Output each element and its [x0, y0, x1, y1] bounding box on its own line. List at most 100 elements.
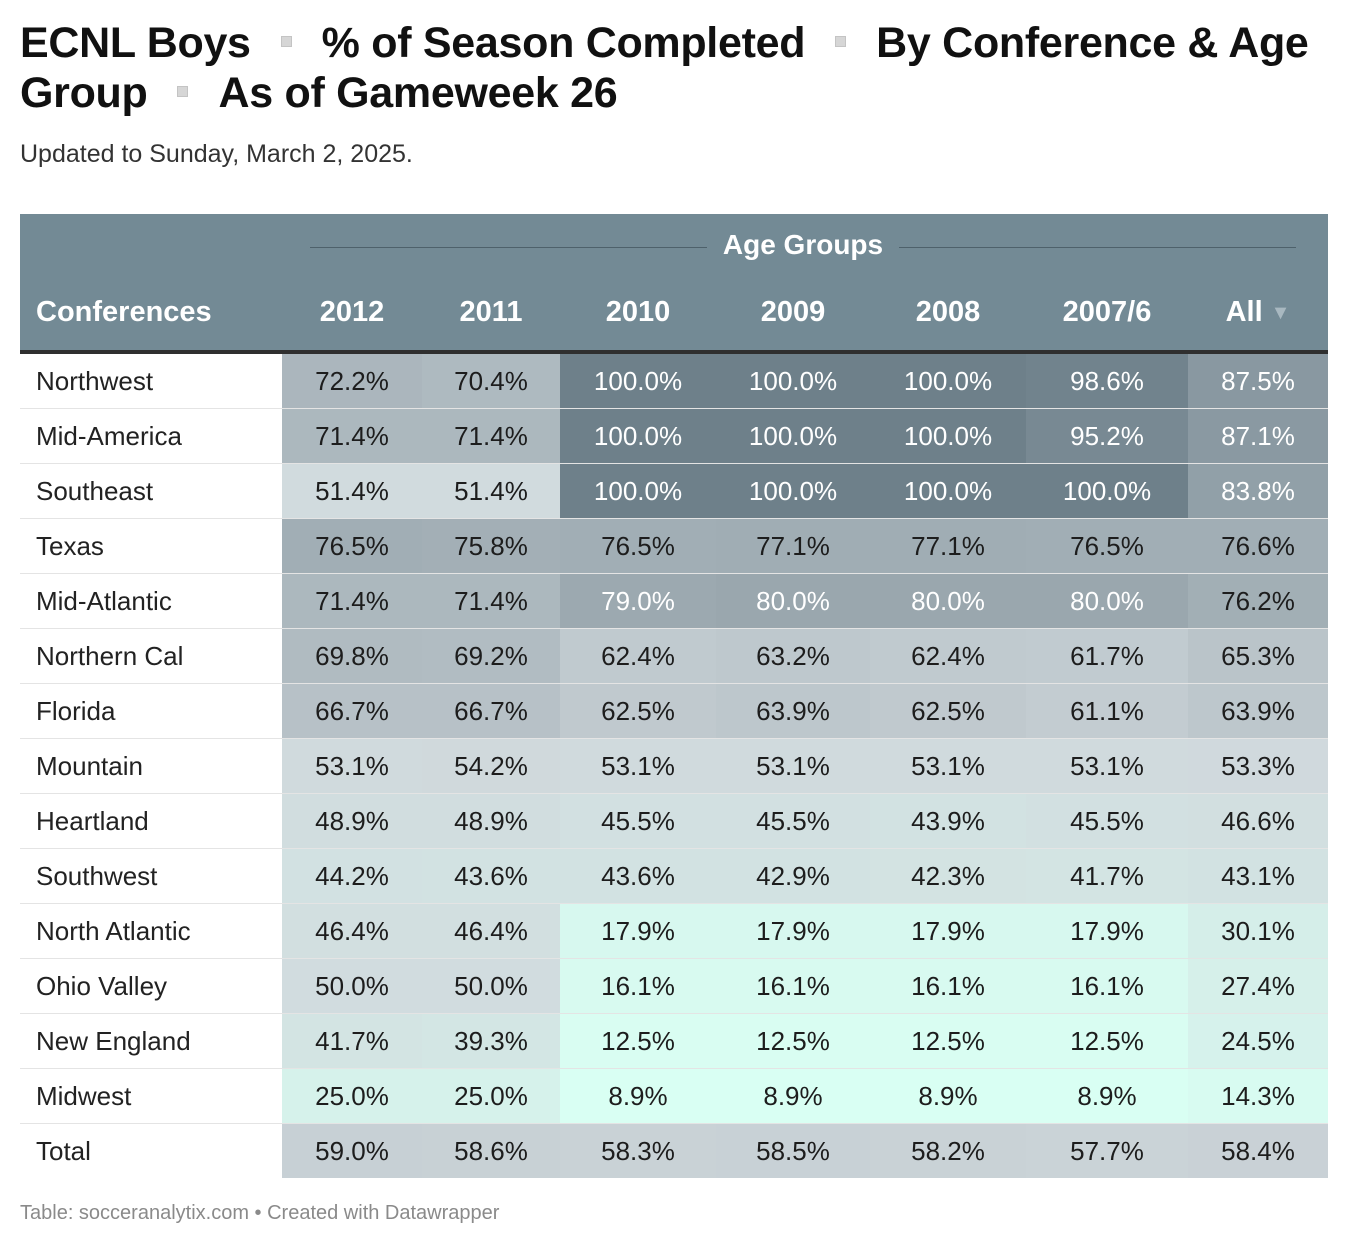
source-footer: Table: socceranalytix.com • Created with…	[20, 1202, 500, 1224]
value-cell: 100.0%	[716, 354, 870, 408]
value-cell: 39.3%	[422, 1014, 560, 1068]
value-cell: 46.6%	[1188, 794, 1328, 848]
table-row: Southeast 51.4% 51.4% 100.0% 100.0% 100.0% 100…	[20, 464, 1328, 519]
separator-square-icon	[177, 86, 189, 98]
sort-descending-icon[interactable]: ▼	[1270, 302, 1291, 324]
value-cell: 100.0%	[560, 464, 716, 518]
value-cell: 80.0%	[716, 574, 870, 628]
value-cell: 43.6%	[560, 849, 716, 903]
value-cell: 63.2%	[716, 629, 870, 683]
value-cell: 12.5%	[716, 1014, 870, 1068]
column-header-2011[interactable]: 2011	[459, 296, 523, 328]
value-cell: 42.9%	[716, 849, 870, 903]
value-cell: 43.9%	[870, 794, 1026, 848]
separator-square-icon	[835, 36, 847, 48]
value-cell: 46.4%	[282, 904, 422, 958]
value-cell: 14.3%	[1188, 1069, 1328, 1123]
value-cell: 70.4%	[422, 354, 560, 408]
value-cell: 24.5%	[1188, 1014, 1328, 1068]
table-row: Ohio Valley 50.0% 50.0% 16.1% 16.1% 16.1% 16.1…	[20, 959, 1328, 1014]
column-header-2010[interactable]: 2010	[605, 296, 671, 328]
value-cell: 45.5%	[560, 794, 716, 848]
value-cell: 16.1%	[716, 959, 870, 1013]
value-cell: 71.4%	[282, 409, 422, 463]
value-cell: 75.8%	[422, 519, 560, 573]
value-cell: 76.6%	[1188, 519, 1328, 573]
value-cell: 71.4%	[282, 574, 422, 628]
value-cell: 12.5%	[560, 1014, 716, 1068]
value-cell: 100.0%	[870, 464, 1026, 518]
conference-name: Heartland	[20, 794, 298, 848]
value-cell: 100.0%	[560, 409, 716, 463]
value-cell: 100.0%	[716, 409, 870, 463]
value-cell: 79.0%	[560, 574, 716, 628]
value-cell: 17.9%	[716, 904, 870, 958]
value-cell: 48.9%	[282, 794, 422, 848]
value-cell: 62.5%	[870, 684, 1026, 738]
data-table: Age Groups Conferences 2012 2011 2010 2009 2…	[20, 214, 1328, 1178]
value-cell: 100.0%	[716, 464, 870, 518]
value-cell: 8.9%	[716, 1069, 870, 1123]
value-cell: 58.4%	[1188, 1124, 1328, 1178]
age-groups-label: Age Groups	[310, 229, 1296, 261]
value-cell: 51.4%	[422, 464, 560, 518]
column-header-2012[interactable]: 2012	[319, 296, 385, 328]
value-cell: 53.1%	[282, 739, 422, 793]
value-cell: 98.6%	[1026, 354, 1188, 408]
value-cell: 41.7%	[282, 1014, 422, 1068]
table-row: Heartland 48.9% 48.9% 45.5% 45.5% 43.9% 45.5% 4…	[20, 794, 1328, 849]
value-cell: 53.1%	[716, 739, 870, 793]
value-cell: 77.1%	[870, 519, 1026, 573]
value-cell: 100.0%	[870, 354, 1026, 408]
value-cell: 80.0%	[870, 574, 1026, 628]
value-cell: 95.2%	[1026, 409, 1188, 463]
value-cell: 53.1%	[870, 739, 1026, 793]
value-cell: 100.0%	[560, 354, 716, 408]
value-cell: 8.9%	[1026, 1069, 1188, 1123]
value-cell: 12.5%	[870, 1014, 1026, 1068]
value-cell: 48.9%	[422, 794, 560, 848]
value-cell: 76.5%	[282, 519, 422, 573]
column-header-2008[interactable]: 2008	[915, 296, 981, 328]
value-cell: 17.9%	[1026, 904, 1188, 958]
value-cell: 58.2%	[870, 1124, 1026, 1178]
table-row: Total 59.0% 58.6% 58.3% 58.5% 58.2% 57.7% 58.4%	[20, 1124, 1328, 1178]
table-row: North Atlantic 46.4% 46.4% 17.9% 17.9% 17.9% 1…	[20, 904, 1328, 959]
conference-name: Total	[20, 1124, 298, 1178]
value-cell: 16.1%	[870, 959, 1026, 1013]
value-cell: 51.4%	[282, 464, 422, 518]
value-cell: 76.5%	[1026, 519, 1188, 573]
value-cell: 63.9%	[716, 684, 870, 738]
value-cell: 16.1%	[560, 959, 716, 1013]
chart-subtitle: Updated to Sunday, March 2, 2025.	[20, 140, 413, 168]
table-row: Southwest 44.2% 43.6% 43.6% 42.9% 42.3% 41.7% 4…	[20, 849, 1328, 904]
column-header-conferences[interactable]: Conferences	[36, 296, 212, 328]
value-cell: 53.3%	[1188, 739, 1328, 793]
table-row: Northwest 72.2% 70.4% 100.0% 100.0% 100.0% 98.…	[20, 354, 1328, 409]
value-cell: 66.7%	[282, 684, 422, 738]
value-cell: 62.4%	[560, 629, 716, 683]
column-header-2007-6[interactable]: 2007/6	[1062, 296, 1152, 328]
table-row: Northern Cal 69.8% 69.2% 62.4% 63.2% 62.4% 61.…	[20, 629, 1328, 684]
conference-name: Northwest	[20, 354, 298, 408]
value-cell: 46.4%	[422, 904, 560, 958]
conference-name: Southeast	[20, 464, 298, 518]
value-cell: 63.9%	[1188, 684, 1328, 738]
value-cell: 30.1%	[1188, 904, 1328, 958]
value-cell: 45.5%	[716, 794, 870, 848]
value-cell: 61.1%	[1026, 684, 1188, 738]
conference-name: Mid-America	[20, 409, 298, 463]
value-cell: 53.1%	[560, 739, 716, 793]
conference-name: Florida	[20, 684, 298, 738]
column-header-2009[interactable]: 2009	[760, 296, 826, 328]
value-cell: 69.8%	[282, 629, 422, 683]
column-header-all[interactable]: All ▼	[1225, 296, 1291, 328]
title-part-3: By Conference & Age Group	[20, 19, 1309, 117]
table-header: Age Groups Conferences 2012 2011 2010 2009 2…	[20, 214, 1328, 354]
conference-name: Midwest	[20, 1069, 298, 1123]
value-cell: 100.0%	[1026, 464, 1188, 518]
conference-name: Ohio Valley	[20, 959, 298, 1013]
table-row: Texas 76.5% 75.8% 76.5% 77.1% 77.1% 76.5% 76.6%	[20, 519, 1328, 574]
table-row: Midwest 25.0% 25.0% 8.9% 8.9% 8.9% 8.9% 14.3%	[20, 1069, 1328, 1124]
value-cell: 76.5%	[560, 519, 716, 573]
